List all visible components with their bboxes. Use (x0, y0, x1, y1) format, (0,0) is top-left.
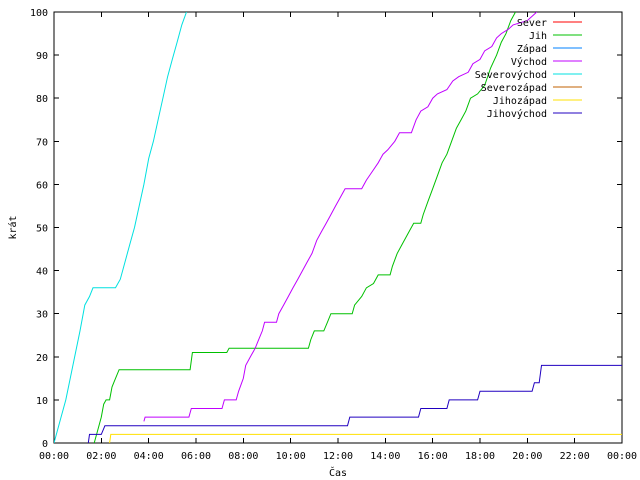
x-tick-label: 06:00 (181, 451, 211, 462)
series-line-Severovýchod (54, 12, 187, 443)
y-tick-label: 30 (36, 310, 48, 321)
legend-label: Severovýchod (475, 69, 547, 81)
legend-label: Severozápad (481, 82, 547, 94)
x-tick-label: 20:00 (512, 451, 542, 462)
y-tick-label: 10 (36, 396, 48, 407)
x-tick-label: 00:00 (39, 451, 69, 462)
legend-label: Sever (517, 18, 547, 29)
legend: Sever JihZápadVýchodSeverovýchodSeverozáp… (475, 18, 582, 120)
legend-label: Východ (511, 56, 547, 68)
y-tick-label: 70 (36, 137, 48, 148)
series-line-Jih (93, 12, 516, 443)
y-tick-label: 0 (42, 439, 48, 450)
y-tick-label: 50 (36, 224, 48, 235)
series-line-Východ (143, 12, 538, 422)
x-tick-label: 22:00 (560, 451, 590, 462)
series-lines (54, 12, 622, 443)
y-tick-label: 100 (30, 8, 48, 19)
x-tick-label: 10:00 (276, 451, 306, 462)
series-group (54, 12, 622, 443)
x-tick-label: 16:00 (418, 451, 448, 462)
x-tick-label: 14:00 (370, 451, 400, 462)
y-tick-label: 80 (36, 94, 48, 105)
series-line-Jihozápad (109, 433, 622, 443)
axes: 0 10 20 30 40 50 60 70 80 90 100 00:00 02:00 04:00 06:… (30, 8, 637, 462)
series-line-Jihovýchod (87, 364, 622, 443)
x-axis-title: Čas (329, 466, 347, 479)
y-tick-label: 20 (36, 353, 48, 364)
x-tick-label: 08:00 (228, 451, 258, 462)
legend-label: Jihozápad (493, 95, 547, 107)
legend-label: Jih (529, 31, 547, 42)
y-tick-label: 60 (36, 180, 48, 191)
legend-label: Jihovýchod (487, 108, 547, 120)
x-tick-label: 02:00 (86, 451, 116, 462)
y-tick-label: 40 (36, 267, 48, 278)
legend-label: Západ (517, 43, 547, 55)
y-axis-title: krát (7, 215, 19, 239)
x-tick-label: 04:00 (134, 451, 164, 462)
y-tick-label: 90 (36, 51, 48, 62)
x-tick-label: 00:00 (607, 451, 637, 462)
x-tick-label: 12:00 (323, 451, 353, 462)
x-tick-label: 18:00 (465, 451, 495, 462)
